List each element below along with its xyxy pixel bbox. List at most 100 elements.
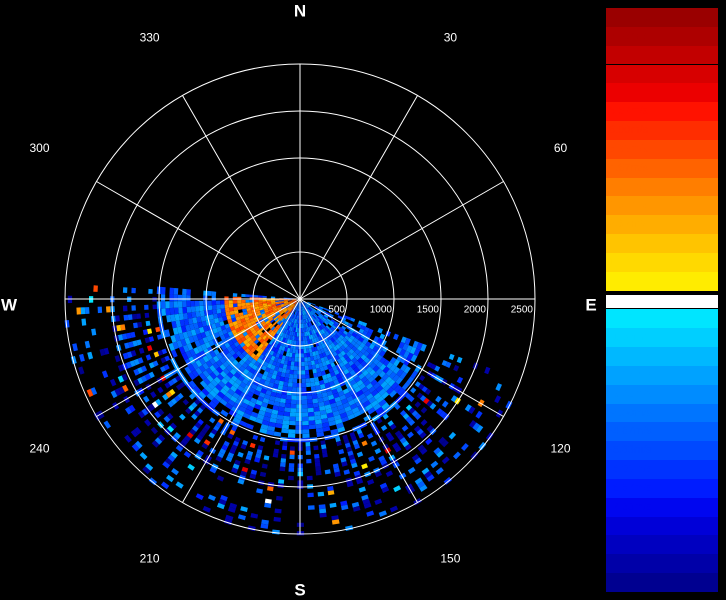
velocity-cell [207,290,212,296]
velocity-cell [121,373,128,381]
velocity-cell [133,368,140,376]
velocity-cell [125,361,132,369]
velocity-cell [287,360,292,366]
velocity-cell [322,422,330,428]
velocity-cell [312,324,316,330]
velocity-cell [171,349,178,358]
velocity-cell [341,365,347,372]
velocity-cell [296,315,298,320]
velocity-cell [351,357,358,364]
velocity-cell [275,299,280,301]
velocity-cell [219,398,228,406]
colorbar-level: -7.33m/s [604,497,722,517]
velocity-cell [292,300,297,302]
velocity-cell [279,310,284,314]
velocity-cell [345,351,352,357]
velocity-cell [302,301,306,305]
velocity-cell [282,307,287,311]
velocity-cell [258,299,263,302]
velocity-cell [157,350,164,356]
velocity-cell [312,333,316,339]
velocity-cell [240,318,246,323]
velocity-cell [298,302,300,307]
velocity-cell [393,359,400,367]
velocity-cell [383,359,390,367]
velocity-cell [263,361,269,367]
velocity-cell [310,329,315,335]
velocity-cell [252,434,259,441]
velocity-cell [286,347,291,353]
velocity-cell [475,410,483,419]
velocity-cell [225,402,233,410]
velocity-cell [264,411,272,418]
velocity-cell [275,300,280,302]
velocity-cell [225,311,231,316]
velocity-cell [304,305,308,310]
velocity-cell [293,305,296,310]
velocity-cell [326,354,332,360]
velocity-cell [322,316,327,321]
velocity-cell [316,431,325,438]
velocity-cell [354,354,361,361]
velocity-cell [219,370,227,378]
velocity-cell [235,362,242,369]
velocity-cell [288,301,293,303]
velocity-cell [381,402,390,411]
velocity-cell [239,391,247,399]
velocity-cell [186,330,193,338]
velocity-cell [358,336,365,343]
velocity-cell [337,336,343,342]
velocity-cell [291,318,294,323]
velocity-cell [304,357,308,362]
velocity-cell [294,301,298,305]
velocity-cell [308,307,312,311]
velocity-cell [247,450,254,457]
velocity-cell [199,380,208,389]
velocity-cell [182,288,187,295]
velocity-cell [265,311,270,315]
velocity-cell [272,327,277,332]
velocity-cell [198,357,206,365]
velocity-cell [297,366,302,371]
velocity-cell [358,486,366,493]
velocity-cell [298,302,300,307]
velocity-cell [268,382,275,388]
velocity-cell [284,301,289,304]
velocity-cell [173,288,179,295]
velocity-cell [336,386,343,393]
velocity-cell [289,420,296,426]
colorbar-swatch [606,573,718,592]
velocity-cell [183,318,190,326]
velocity-cell [168,379,175,387]
velocity-cell [150,391,157,399]
velocity-cell [128,404,136,413]
velocity-cell [212,355,220,363]
velocity-cell [362,498,371,505]
velocity-cell [193,347,200,355]
velocity-cell [268,359,274,365]
velocity-cell [319,409,327,416]
velocity-cell [247,344,254,351]
velocity-cell [333,467,340,473]
velocity-cell [186,300,191,307]
velocity-cell [379,350,386,357]
velocity-cell [128,341,134,348]
velocity-cell [396,354,404,362]
velocity-data-cells [64,285,513,536]
velocity-cell [306,335,310,341]
velocity-cell [270,319,275,324]
velocity-cell [236,409,245,417]
bearing-label: 240 [29,442,49,456]
velocity-cell [301,357,305,362]
velocity-cell [223,440,230,447]
velocity-cell [167,454,176,462]
velocity-cell [245,454,252,461]
colorbar-level: 8.67m/s [604,45,722,65]
velocity-cell [301,404,308,409]
velocity-cell [218,330,224,337]
velocity-cell [161,308,167,316]
velocity-cell [198,326,205,334]
velocity-cell [295,412,303,417]
velocity-cell [302,310,305,315]
velocity-cell [394,445,402,453]
